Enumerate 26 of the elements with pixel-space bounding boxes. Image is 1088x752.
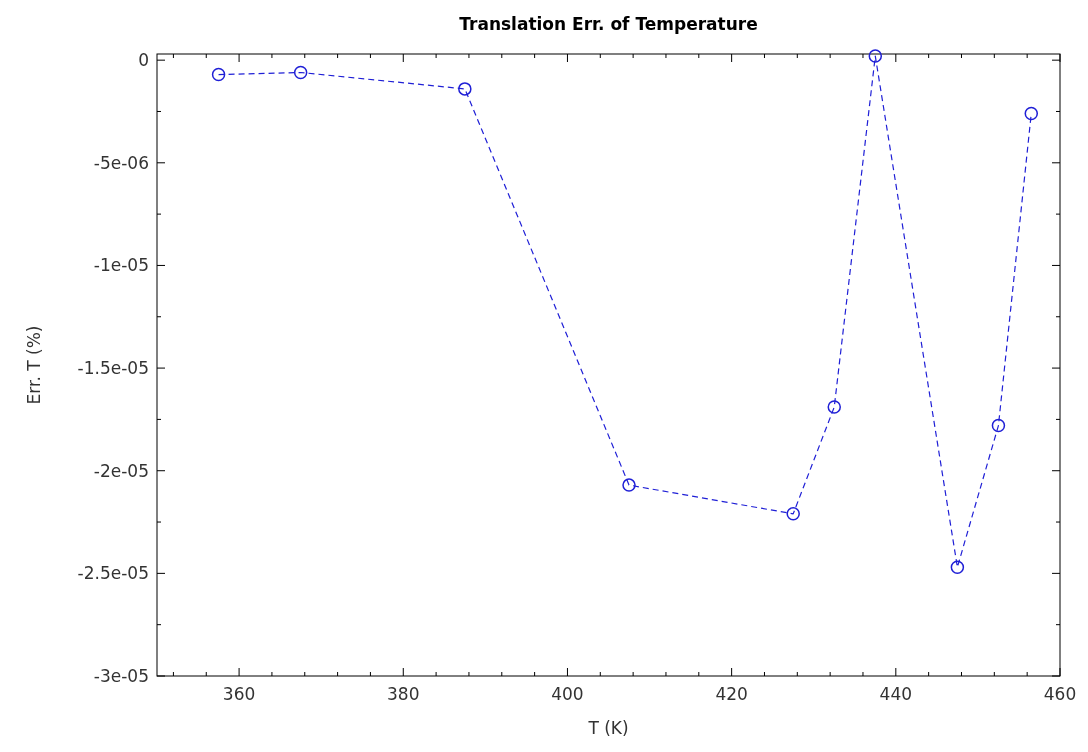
x-tick-label: 360 (222, 684, 256, 704)
point (622, 478, 636, 492)
point (950, 560, 965, 574)
y-tick-label: -3e-05 (93, 666, 149, 686)
y-tick-label: 0 (138, 50, 149, 71)
x-axis-title: T (K) (587, 718, 629, 738)
chart-title: Translation Err. of Temperature (459, 14, 758, 34)
y-tick-label: -1.5e-05 (77, 358, 149, 379)
x-tick-label: 380 (387, 684, 420, 704)
y-tick-label: -1e-05 (93, 255, 149, 276)
point (293, 65, 308, 80)
y-axis-title: Err. T (%) (24, 325, 44, 405)
point (827, 400, 841, 414)
x-tick-label: 440 (879, 684, 913, 704)
x-tick-label: 420 (715, 684, 748, 704)
point (211, 67, 226, 82)
point (991, 418, 1006, 433)
y-tick-label: -5e-06 (93, 152, 149, 173)
point (1024, 106, 1039, 121)
x-tick-label: 460 (1043, 684, 1077, 704)
x-tick-label: 400 (551, 684, 584, 704)
point (458, 82, 472, 96)
point (868, 49, 883, 63)
y-tick-label: -2e-05 (93, 460, 149, 481)
point (786, 507, 800, 521)
y-tick-label: -2.5e-05 (77, 563, 149, 584)
